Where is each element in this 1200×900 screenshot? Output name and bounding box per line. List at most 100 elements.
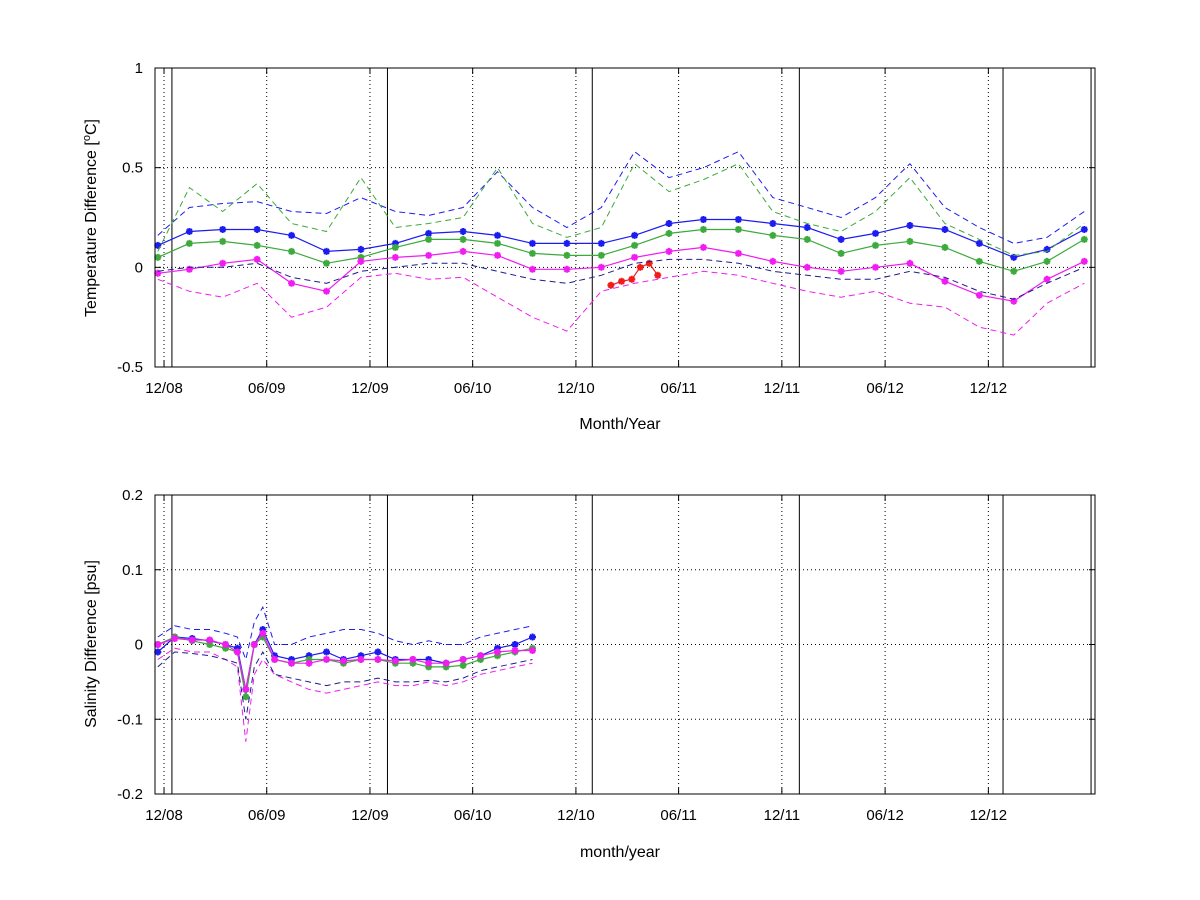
salinity-series-magenta-point <box>271 656 279 663</box>
temperature-series-magenta-point <box>1080 257 1088 265</box>
salinity-series-magenta-point <box>171 635 179 642</box>
salinity-series-magenta-point <box>529 647 536 654</box>
temperature-series-green-point <box>494 239 501 247</box>
salinity-series-magenta-point <box>305 659 313 667</box>
temperature-series-magenta-point <box>631 253 639 261</box>
temperature-series-green-point <box>597 251 605 259</box>
temperature-series-blue-point <box>154 241 162 249</box>
salinity-series-blue-point <box>511 641 519 648</box>
salinity-series-green-point <box>494 652 501 660</box>
salinity-series-magenta-point <box>477 652 485 660</box>
salinity-xlabel: month/year <box>580 844 661 861</box>
salinity-ytick-label: -0.2 <box>117 786 143 803</box>
salinity-series-magenta-point <box>242 685 250 693</box>
temperature-ylabel-main: Temperature Difference [ <box>83 141 100 317</box>
temperature-series-blue-point <box>357 245 365 253</box>
temperature-series-blue-point <box>941 226 949 233</box>
salinity-series-green-point <box>425 663 433 671</box>
temperature-xtick-label: 12/11 <box>764 380 800 397</box>
temperature-series-magenta-point <box>734 249 742 257</box>
temperature-series-magenta-point <box>253 255 261 263</box>
temperature-series-green-point <box>288 247 295 255</box>
salinity-series-blue-point <box>323 648 330 656</box>
salinity-series-blue-point <box>494 644 501 652</box>
salinity-series-magenta-point <box>323 656 330 663</box>
temperature-series-green-point <box>872 241 879 249</box>
temperature-series-blue-point <box>699 216 707 223</box>
salinity-series-blue-point <box>271 652 279 660</box>
temperature-ylabel-end: C] <box>83 119 100 135</box>
salinity-series-magenta-point <box>206 636 214 644</box>
salinity-series-darkblue-dashed-line <box>157 650 533 720</box>
temperature-series-magenta-point <box>803 263 811 271</box>
temperature-series-magenta-point <box>975 291 983 299</box>
temperature-series-magenta-point <box>494 251 501 259</box>
temperature-series-blue-point <box>803 224 811 231</box>
temperature-series-green-point <box>459 235 467 243</box>
temperature-ytick-label: 0.5 <box>122 160 143 177</box>
temperature-series-green-point <box>769 231 777 239</box>
temperature-series-green-point <box>154 253 162 261</box>
temperature-series-green-point <box>425 235 433 243</box>
temperature-series-magenta-point <box>597 263 605 271</box>
temperature-series-darkblue-dashed-line <box>157 258 1085 300</box>
salinity-series-magenta-point <box>259 629 267 637</box>
temperature-series-green-point <box>941 243 949 251</box>
temperature-xlabel: Month/Year <box>579 416 661 433</box>
salinity-series-green-point <box>459 661 467 669</box>
temperature-series-blue-dashed-line <box>157 150 1085 244</box>
temperature-series-magenta-point <box>459 247 467 255</box>
temperature-series-magenta-point <box>529 265 536 273</box>
salinity-xtick-label: 06/09 <box>248 807 286 824</box>
salinity-series-green-point <box>305 656 313 663</box>
salinity-series-green-point <box>409 659 417 667</box>
temperature-series-blue-point <box>459 228 467 235</box>
temperature-ylabel: Temperature Difference [oC] <box>81 119 100 317</box>
temperature-series-magenta-point <box>1043 275 1051 283</box>
salinity-series-magenta-point <box>511 647 519 654</box>
temperature-series-green-point <box>253 241 261 249</box>
temperature-series-blue-point <box>323 247 330 255</box>
salinity-series-blue-point <box>154 648 162 656</box>
temperature-series-green-point <box>1080 235 1088 243</box>
salinity-series-magenta-point <box>374 656 382 663</box>
temperature-series-magenta-point <box>357 257 365 265</box>
salinity-series-green-point <box>206 641 214 648</box>
temperature-series-green-point <box>1043 257 1051 265</box>
temperature-series-magenta-point <box>769 257 777 265</box>
salinity-series-blue-point <box>357 652 365 660</box>
temperature-xtick-label: 06/10 <box>454 380 492 397</box>
temperature-series-green-point <box>529 249 536 257</box>
temperature-series-red-point <box>636 263 644 271</box>
temperature-series-magenta-point <box>219 259 227 267</box>
salinity-series-blue-point <box>233 644 241 652</box>
salinity-series-green-point <box>222 644 229 652</box>
temperature-xtick-label: 12/08 <box>145 380 183 397</box>
salinity-series-magenta-point <box>494 648 501 656</box>
temperature-series-magenta-point <box>154 269 162 277</box>
temperature-series-green-point <box>185 239 193 247</box>
temperature-series-green-point <box>803 235 811 243</box>
temperature-series-green-point <box>975 257 983 265</box>
salinity-xtick-label: 12/08 <box>145 807 183 824</box>
temperature-series-magenta-point <box>699 243 707 251</box>
salinity-series-magenta-point <box>222 641 229 648</box>
salinity-series-green-point <box>259 633 267 641</box>
salinity-xtick-label: 12/09 <box>351 807 389 824</box>
salinity-series-magenta-point <box>425 659 433 667</box>
temperature-xtick-label: 06/11 <box>660 380 696 397</box>
temperature-series-red-point <box>654 271 662 279</box>
temperature-series-green-dashed-line <box>157 162 1085 256</box>
temperature-series-green-point <box>734 226 742 233</box>
temperature-xtick-label: 12/10 <box>557 380 595 397</box>
salinity-series-green-point <box>242 693 250 701</box>
salinity-xtick-label: 06/10 <box>454 807 492 824</box>
temperature-series-blue-point <box>665 220 673 227</box>
salinity-series-green-point <box>442 663 450 671</box>
temperature-series-blue-point <box>906 222 914 229</box>
temperature-series-green-line <box>157 228 1085 272</box>
temperature-series-magenta-point <box>906 259 914 267</box>
temperature-series-blue-point <box>185 228 193 235</box>
